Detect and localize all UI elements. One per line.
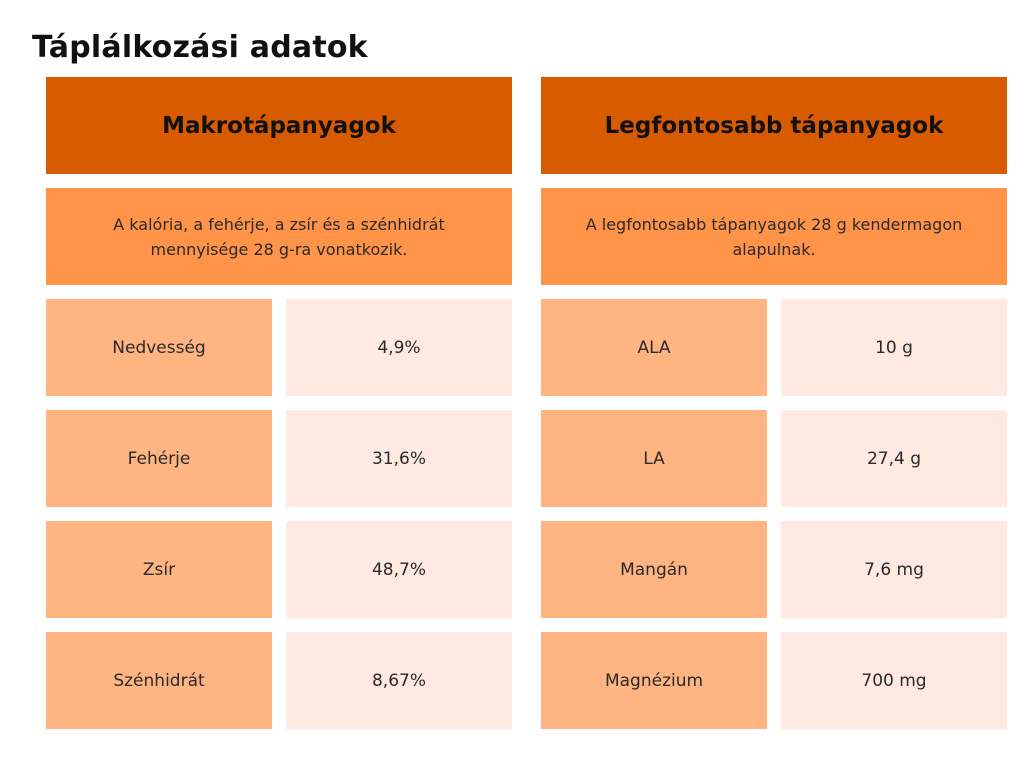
key-nutrients-table: ALA 10 g LA 27,4 g Mangán 7,6 mg Magnézi… — [541, 299, 1007, 729]
macronutrients-header: Makrotápanyagok — [46, 77, 512, 174]
table-row: Nedvesség 4,9% — [46, 299, 512, 396]
nutrient-label: Mangán — [541, 521, 767, 618]
nutrient-label: Nedvesség — [46, 299, 272, 396]
macronutrients-note: A kalória, a fehérje, a zsír és a szénhi… — [46, 188, 512, 285]
nutrient-label: Szénhidrát — [46, 632, 272, 729]
key-nutrients-column: Legfontosabb tápanyagok A legfontosabb t… — [541, 77, 1007, 729]
table-row: Fehérje 31,6% — [46, 410, 512, 507]
key-nutrients-header: Legfontosabb tápanyagok — [541, 77, 1007, 174]
macronutrients-column: Makrotápanyagok A kalória, a fehérje, a … — [46, 77, 512, 729]
nutrient-value: 48,7% — [286, 521, 512, 618]
nutrient-label: Zsír — [46, 521, 272, 618]
page-title: Táplálkozási adatok — [32, 30, 368, 65]
nutrient-label: ALA — [541, 299, 767, 396]
table-row: LA 27,4 g — [541, 410, 1007, 507]
nutrient-value: 8,67% — [286, 632, 512, 729]
table-row: Magnézium 700 mg — [541, 632, 1007, 729]
nutrient-value: 4,9% — [286, 299, 512, 396]
nutrient-value: 10 g — [781, 299, 1007, 396]
macronutrients-table: Nedvesség 4,9% Fehérje 31,6% Zsír 48,7% … — [46, 299, 512, 729]
nutrient-value: 700 mg — [781, 632, 1007, 729]
key-nutrients-note: A legfontosabb tápanyagok 28 g kendermag… — [541, 188, 1007, 285]
nutrient-label: Magnézium — [541, 632, 767, 729]
nutrient-label: Fehérje — [46, 410, 272, 507]
nutrient-value: 31,6% — [286, 410, 512, 507]
table-row: ALA 10 g — [541, 299, 1007, 396]
table-row: Zsír 48,7% — [46, 521, 512, 618]
table-row: Mangán 7,6 mg — [541, 521, 1007, 618]
nutrient-value: 7,6 mg — [781, 521, 1007, 618]
nutrient-value: 27,4 g — [781, 410, 1007, 507]
table-row: Szénhidrát 8,67% — [46, 632, 512, 729]
nutrient-label: LA — [541, 410, 767, 507]
